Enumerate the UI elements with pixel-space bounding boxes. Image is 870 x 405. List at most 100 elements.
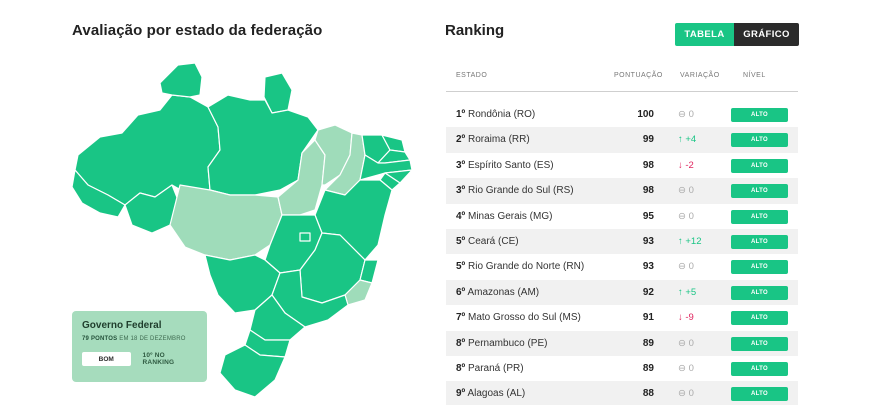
row-variation: ⊖ 0 <box>678 109 694 120</box>
row-level-badge: ALTO <box>731 209 788 224</box>
row-score: 88 <box>642 388 654 400</box>
row-state: 2º Roraima (RR) <box>456 134 530 145</box>
state-to <box>277 139 326 216</box>
table-row[interactable]: 5º Rio Grande do Norte (RN) 93 ⊖ 0 ALTO <box>446 254 798 279</box>
row-state: 1º Rondônia (RO) <box>456 109 535 120</box>
row-rank: 4º <box>456 210 466 222</box>
row-score: 89 <box>642 362 654 374</box>
row-variation: ↓ -9 <box>678 312 694 324</box>
row-score: 95 <box>642 210 654 222</box>
row-state-name: Paraná (PR) <box>468 362 524 374</box>
table-row[interactable]: 6º Amazonas (AM) 92 ↑ +5 ALTO <box>446 279 798 306</box>
table-row[interactable]: 1º Rondônia (RO) 100 ⊖ 0 ALTO <box>446 102 798 127</box>
row-level-badge: ALTO <box>731 108 788 122</box>
row-variation: ⊖ 0 <box>678 185 694 197</box>
row-state: 7º Mato Grosso do Sul (MS) <box>456 312 581 323</box>
gov-card-title: Governo Federal <box>82 320 162 331</box>
table-row[interactable]: 7º Mato Grosso do Sul (MS) 91 ↓ -9 ALTO <box>446 305 798 330</box>
row-rank: 7º <box>456 312 466 324</box>
table-row[interactable]: 3º Rio Grande do Sul (RS) 98 ⊖ 0 ALTO <box>446 178 798 204</box>
row-state-name: Roraima (RR) <box>468 134 530 146</box>
row-score: 91 <box>642 312 654 324</box>
state-ma <box>314 124 353 186</box>
row-state: 8º Paraná (PR) <box>456 363 524 374</box>
row-score: 93 <box>642 261 654 273</box>
header-estado[interactable]: ESTADO <box>456 72 488 79</box>
row-rank: 6º <box>456 286 466 298</box>
table-row[interactable]: 9º Alagoas (AL) 88 ⊖ 0 ALTO <box>446 381 798 405</box>
row-rank: 5º <box>456 261 466 273</box>
table-row[interactable]: 3º Espírito Santo (ES) 98 ↓ -2 ALTO <box>446 153 798 178</box>
row-variation: ⊖ 0 <box>678 362 694 374</box>
row-score: 98 <box>642 159 654 171</box>
gov-points: 79 PONTOS <box>82 336 118 342</box>
row-level-badge: ALTO <box>731 361 788 376</box>
row-level-badge: ALTO <box>731 336 788 351</box>
row-state-name: Mato Grosso do Sul (MS) <box>468 312 581 324</box>
tab-tabela[interactable]: TABELA <box>675 23 734 46</box>
table-row[interactable]: 5º Ceará (CE) 93 ↑ +12 ALTO <box>446 228 798 255</box>
table-row[interactable]: 8º Pernambuco (PE) 89 ⊖ 0 ALTO <box>446 330 798 356</box>
row-level-badge: ALTO <box>731 285 788 300</box>
row-state-name: Alagoas (AL) <box>467 388 526 400</box>
state-rr <box>159 62 203 98</box>
row-level-badge: ALTO <box>731 234 788 249</box>
row-state-name: Pernambuco (PE) <box>468 337 548 349</box>
row-state-name: Amazonas (AM) <box>467 286 540 298</box>
row-state-name: Minas Gerais (MG) <box>468 210 553 222</box>
gov-card-points: 79 PONTOS EM 18 DE DEZEMBRO <box>82 336 197 342</box>
row-state-name: Rio Grande do Sul (RS) <box>468 185 574 197</box>
row-score: 93 <box>642 235 654 247</box>
row-rank: 8º <box>456 362 466 374</box>
row-variation: ⊖ 0 <box>678 388 694 400</box>
row-state: 4º Minas Gerais (MG) <box>456 211 552 222</box>
row-state-name: Ceará (CE) <box>468 235 519 247</box>
row-score: 100 <box>637 109 654 120</box>
row-rank: 8º <box>456 337 466 349</box>
row-level-badge: ALTO <box>731 158 788 173</box>
row-state: 6º Amazonas (AM) <box>456 287 539 298</box>
table-row[interactable]: 2º Roraima (RR) 99 ↑ +4 ALTO <box>446 127 798 153</box>
brazil-map[interactable] <box>60 55 425 400</box>
row-rank: 3º <box>456 185 466 197</box>
row-level-badge: ALTO <box>731 260 788 275</box>
row-rank: 2º <box>456 134 466 146</box>
row-state-name: Rio Grande do Norte (RN) <box>468 261 585 273</box>
state-mt <box>169 184 283 261</box>
header-pontuacao[interactable]: PONTUAÇÃO <box>614 72 663 79</box>
table-row[interactable]: 8º Paraná (PR) 89 ⊖ 0 ALTO <box>446 356 798 381</box>
table-header: ESTADO PONTUAÇÃO VARIAÇÃO NÍVEL <box>446 68 798 92</box>
row-score: 89 <box>642 337 654 349</box>
gov-ranking: 10º NO RANKING <box>142 352 175 366</box>
header-variacao[interactable]: VARIAÇÃO <box>680 72 720 79</box>
row-variation: ⊖ 0 <box>678 261 694 273</box>
state-pe <box>359 154 413 181</box>
row-state: 5º Ceará (CE) <box>456 236 519 247</box>
row-level-badge: ALTO <box>731 387 788 402</box>
row-state: 5º Rio Grande do Norte (RN) <box>456 261 584 272</box>
row-state-name: Espírito Santo (ES) <box>468 159 554 171</box>
tab-grafico[interactable]: GRÁFICO <box>734 23 799 46</box>
view-toggle: TABELA GRÁFICO <box>675 23 799 46</box>
row-rank: 3º <box>456 159 466 171</box>
state-rs <box>219 344 286 398</box>
row-score: 92 <box>642 286 654 298</box>
ranking-title: Ranking <box>445 22 505 39</box>
row-state: 3º Espírito Santo (ES) <box>456 160 554 171</box>
gov-level-badge: BOM <box>82 352 131 366</box>
row-variation: ↑ +5 <box>678 286 697 298</box>
header-nivel[interactable]: NÍVEL <box>743 72 766 79</box>
row-state: 9º Alagoas (AL) <box>456 388 525 399</box>
row-state: 8º Pernambuco (PE) <box>456 338 547 349</box>
row-variation: ↑ +12 <box>678 235 702 247</box>
row-variation: ↑ +4 <box>678 134 697 146</box>
row-score: 99 <box>642 134 654 146</box>
row-level-badge: ALTO <box>731 311 788 326</box>
table-row[interactable]: 4º Minas Gerais (MG) 95 ⊖ 0 ALTO <box>446 204 798 229</box>
row-variation: ⊖ 0 <box>678 210 694 222</box>
row-state-name: Rondônia (RO) <box>468 109 536 120</box>
federal-government-card: Governo Federal 79 PONTOS EM 18 DE DEZEM… <box>72 311 207 382</box>
state-df <box>299 232 311 242</box>
left-title: Avaliação por estado da federação <box>72 22 323 39</box>
ranking-table-body: 1º Rondônia (RO) 100 ⊖ 0 ALTO 2º Roraima (RR… <box>446 102 798 405</box>
